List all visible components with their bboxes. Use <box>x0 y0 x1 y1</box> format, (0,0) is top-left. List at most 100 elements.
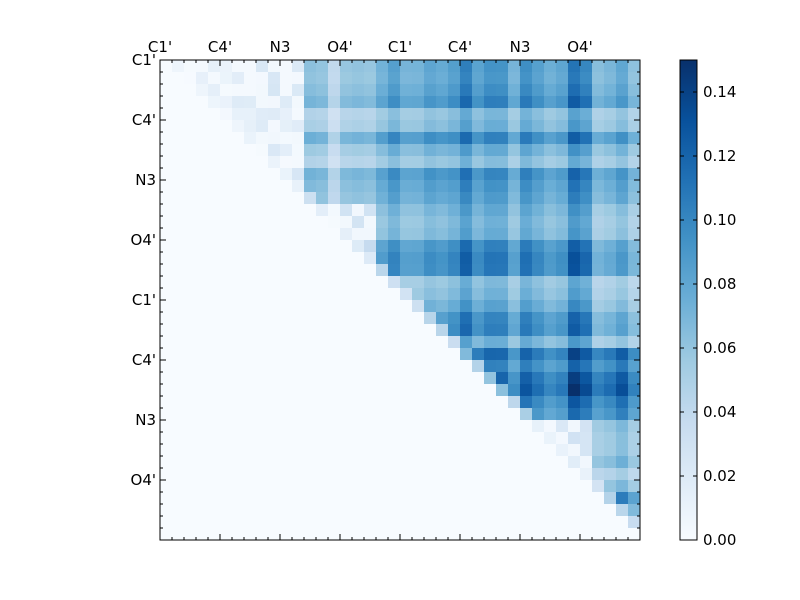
heatmap-cell <box>364 336 377 349</box>
heatmap-cell <box>256 228 269 241</box>
heatmap-cell <box>448 204 461 217</box>
heatmap-cell <box>388 408 401 421</box>
heatmap-cell <box>448 192 461 205</box>
heatmap-cell <box>340 312 353 325</box>
heatmap-cell <box>628 360 641 373</box>
heatmap-cell <box>184 192 197 205</box>
heatmap-cell <box>460 504 473 517</box>
heatmap-cell <box>436 228 449 241</box>
heatmap-cell <box>328 420 341 433</box>
heatmap-cell <box>352 312 365 325</box>
heatmap-cell <box>172 204 185 217</box>
heatmap-cell <box>460 360 473 373</box>
heatmap-cell <box>280 312 293 325</box>
heatmap-cell <box>340 372 353 385</box>
heatmap-cell <box>472 120 485 133</box>
heatmap-cell <box>580 504 593 517</box>
heatmap-cell <box>268 372 281 385</box>
heatmap-cell <box>520 384 533 397</box>
heatmap-cell <box>220 288 233 301</box>
heatmap-cell <box>280 216 293 229</box>
heatmap-cell <box>172 444 185 457</box>
heatmap-cell <box>184 168 197 181</box>
heatmap-cell <box>520 468 533 481</box>
heatmap-cell <box>580 432 593 445</box>
heatmap-cell <box>568 108 581 121</box>
heatmap-cell <box>520 336 533 349</box>
heatmap-cell <box>412 312 425 325</box>
heatmap-cell <box>628 492 641 505</box>
heatmap-cell <box>196 120 209 133</box>
heatmap-cell <box>520 156 533 169</box>
heatmap-cell <box>280 516 293 529</box>
heatmap-cell <box>544 252 557 265</box>
heatmap-cell <box>616 264 629 277</box>
heatmap-cell <box>508 444 521 457</box>
heatmap-cell <box>244 456 257 469</box>
heatmap-cell <box>328 360 341 373</box>
heatmap-cell <box>412 324 425 337</box>
heatmap-cell <box>412 144 425 157</box>
heatmap-cell <box>220 204 233 217</box>
heatmap-cell <box>472 396 485 409</box>
heatmap-cell <box>160 456 173 469</box>
heatmap-cell <box>244 444 257 457</box>
heatmap-cell <box>208 252 221 265</box>
heatmap-cell <box>412 108 425 121</box>
heatmap-cell <box>160 180 173 193</box>
heatmap-cell <box>220 384 233 397</box>
heatmap-cell <box>244 408 257 421</box>
heatmap-cell <box>424 432 437 445</box>
heatmap-cell <box>424 468 437 481</box>
heatmap-cell <box>496 468 509 481</box>
heatmap-cell <box>532 216 545 229</box>
heatmap-cell <box>496 300 509 313</box>
heatmap-cell <box>472 432 485 445</box>
heatmap-cell <box>616 504 629 517</box>
heatmap-cell <box>232 300 245 313</box>
heatmap-cell <box>400 120 413 133</box>
heatmap-cell <box>532 192 545 205</box>
heatmap-cell <box>484 348 497 361</box>
heatmap-cell <box>160 480 173 493</box>
heatmap-cell <box>496 288 509 301</box>
heatmap-cell <box>592 192 605 205</box>
heatmap-cell <box>424 444 437 457</box>
heatmap-cell <box>424 168 437 181</box>
heatmap-cell <box>280 384 293 397</box>
heatmap-cell <box>316 432 329 445</box>
heatmap-cell <box>448 144 461 157</box>
heatmap-cell <box>508 192 521 205</box>
heatmap-cell <box>376 420 389 433</box>
heatmap-cell <box>220 504 233 517</box>
heatmap-cell <box>628 300 641 313</box>
heatmap-cell <box>292 156 305 169</box>
heatmap-cell <box>448 276 461 289</box>
heatmap-cell <box>580 144 593 157</box>
heatmap-cell <box>592 444 605 457</box>
heatmap-cell <box>508 84 521 97</box>
heatmap-cell <box>232 216 245 229</box>
heatmap-cell <box>160 120 173 133</box>
heatmap-cell <box>172 504 185 517</box>
heatmap-cell <box>424 408 437 421</box>
heatmap-cell <box>352 108 365 121</box>
heatmap-cell <box>340 480 353 493</box>
heatmap-cell <box>508 300 521 313</box>
heatmap-cell <box>328 144 341 157</box>
heatmap-cell <box>196 300 209 313</box>
heatmap-cell <box>208 192 221 205</box>
heatmap-cell <box>172 60 185 73</box>
heatmap-cell <box>388 456 401 469</box>
heatmap-cell <box>196 528 209 541</box>
heatmap-cell <box>292 228 305 241</box>
heatmap-cell <box>292 516 305 529</box>
heatmap-cell <box>604 216 617 229</box>
heatmap-cell <box>604 96 617 109</box>
heatmap-cell <box>316 60 329 73</box>
heatmap-cell <box>604 408 617 421</box>
heatmap-cell <box>400 456 413 469</box>
heatmap-cell <box>388 420 401 433</box>
heatmap-cell <box>256 180 269 193</box>
heatmap-cell <box>376 528 389 541</box>
